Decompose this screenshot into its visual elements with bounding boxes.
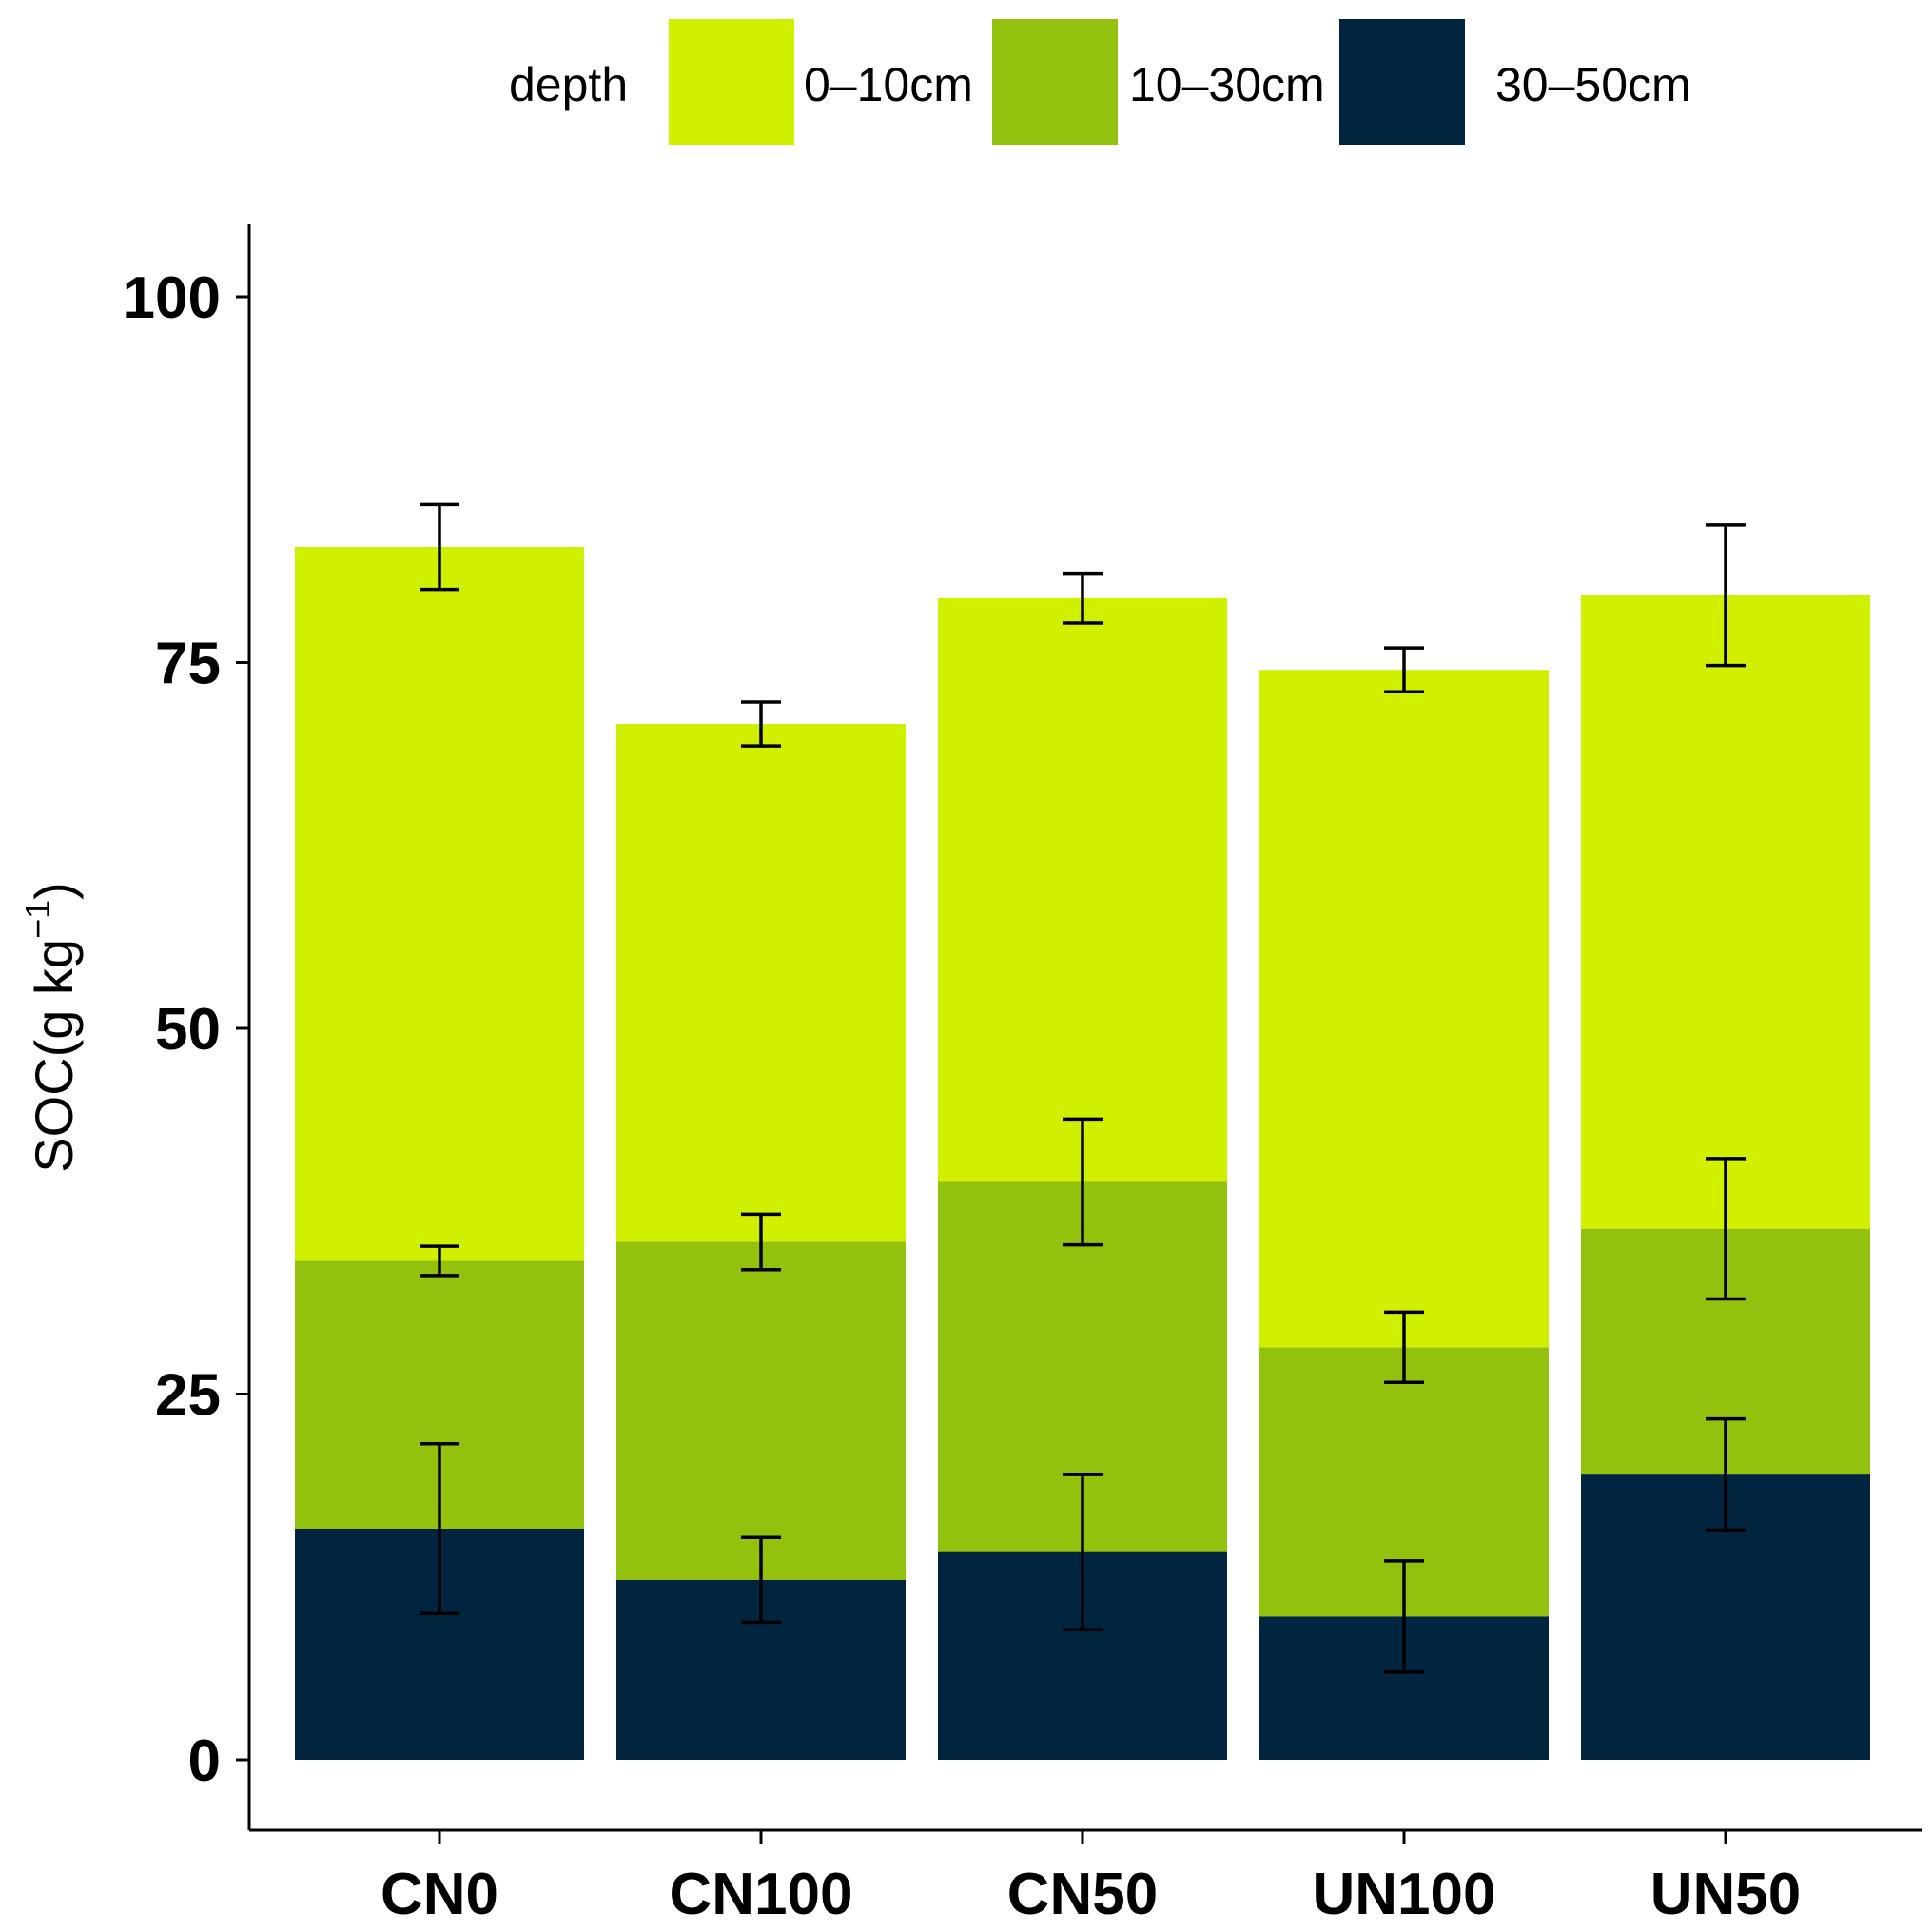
legend: depth 0–10cm 10–30cm 30–50cm (509, 19, 1691, 145)
y-axis-title-main: SOC(g kg (24, 939, 84, 1173)
y-tick-label: 50 (155, 997, 221, 1063)
error-bars (420, 502, 1746, 1674)
legend-key-30-50cm (1339, 19, 1465, 145)
error-bar-un50-30-50cm (1706, 1416, 1746, 1532)
x-tick-label-un50: UN50 (1650, 1862, 1802, 1927)
bar-cn0-0-10cm (295, 546, 584, 1261)
error-bar-un100-0-10cm (1384, 646, 1424, 694)
error-bar-cn100-0-10cm (741, 700, 781, 748)
y-axis-title-close: ) (24, 882, 84, 900)
x-tick-label-cn0: CN0 (381, 1862, 498, 1927)
error-bar-un100-10-30cm (1384, 1310, 1424, 1384)
y-tick-label: 0 (188, 1728, 221, 1794)
bar-cn100-10-30cm (616, 1241, 906, 1580)
error-bar-un50-10-30cm (1706, 1157, 1746, 1301)
error-bar-cn0-10-30cm (420, 1244, 459, 1278)
legend-key-10-30cm (992, 19, 1118, 145)
y-ticks: 0 25 50 75 100 (123, 265, 249, 1794)
x-tick-label-cn50: CN50 (1007, 1862, 1159, 1927)
legend-key-0-10cm (669, 19, 794, 145)
error-bar-cn50-10-30cm (1063, 1117, 1103, 1247)
y-tick-label: 100 (123, 265, 221, 331)
error-bar-cn50-0-10cm (1063, 571, 1103, 625)
error-bar-un50-0-10cm (1706, 523, 1746, 668)
legend-label-30-50cm: 30–50cm (1495, 58, 1691, 111)
error-bar-cn100-30-50cm (741, 1535, 781, 1625)
y-tick-label: 75 (155, 632, 221, 697)
error-bar-un100-30-50cm (1384, 1559, 1424, 1674)
legend-label-10-30cm: 10–30cm (1129, 58, 1325, 111)
y-tick-label: 25 (155, 1363, 221, 1429)
bar-un50-0-10cm (1581, 595, 1870, 1229)
legend-title: depth (509, 58, 628, 111)
error-bar-cn50-30-50cm (1063, 1473, 1103, 1631)
y-axis-title-superscript: −1 (18, 900, 57, 939)
x-tick-label-un100: UN100 (1313, 1862, 1496, 1927)
bar-un100-0-10cm (1259, 670, 1549, 1348)
x-ticks: CN0 CN100 CN50 UN100 UN50 (381, 1830, 1801, 1927)
y-axis-title: SOC(g kg−1) (18, 882, 84, 1173)
error-bar-cn0-30-50cm (420, 1442, 459, 1615)
legend-label-0-10cm: 0–10cm (804, 58, 973, 111)
bar-cn100-0-10cm (616, 724, 906, 1242)
x-tick-label-cn100: CN100 (670, 1862, 853, 1927)
error-bar-cn100-10-30cm (741, 1212, 781, 1272)
bar-cn50-0-10cm (938, 597, 1227, 1182)
error-bar-cn0-0-10cm (420, 502, 459, 592)
